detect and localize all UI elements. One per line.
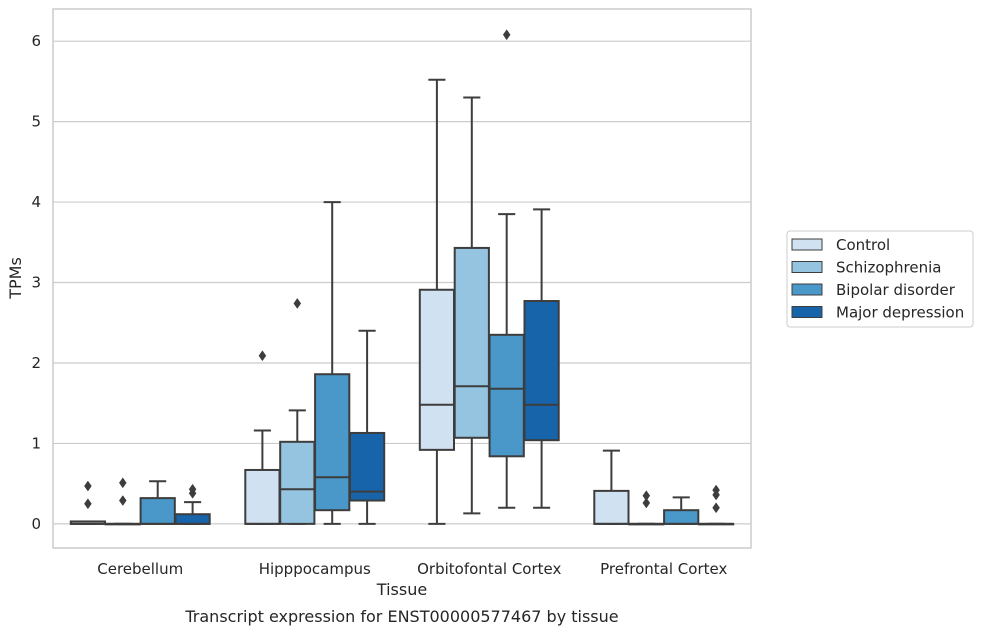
box-series-group	[69, 29, 735, 526]
x-tick-label: Orbitofontal Cortex	[417, 560, 561, 578]
box	[418, 78, 456, 525]
y-tick-label: 3	[31, 274, 41, 292]
box-body	[523, 300, 560, 442]
box	[139, 480, 176, 525]
box-body	[279, 440, 316, 525]
box	[697, 484, 735, 526]
legend-swatch	[791, 283, 823, 296]
outlier-point	[712, 502, 720, 514]
outlier-point	[712, 484, 720, 496]
legend-label: Major depression	[836, 304, 964, 322]
box	[488, 29, 525, 509]
y-tick-label: 0	[31, 515, 41, 533]
y-axis-label: TPMs	[6, 257, 25, 300]
box-body	[314, 373, 351, 512]
outlier-point	[118, 477, 127, 489]
x-axis-label: Tissue	[376, 580, 427, 599]
box-body	[139, 497, 176, 525]
outlier-point	[84, 480, 92, 492]
outlier-point	[84, 498, 92, 510]
y-tick-label: 5	[31, 113, 41, 131]
box	[104, 477, 141, 526]
box	[244, 350, 281, 525]
x-tick-labels: Cerebellum Hipppocampus Orbitofontal Corte…	[97, 560, 727, 578]
y-tick-labels: 0 1 2 3 4 5 6	[31, 32, 41, 533]
y-tick-label: 6	[31, 32, 41, 50]
box	[174, 483, 211, 525]
box	[69, 480, 107, 525]
box	[628, 490, 665, 526]
y-tick-label: 2	[31, 354, 41, 372]
x-tick-label: Hipppocampus	[259, 560, 371, 578]
plot-area	[52, 8, 752, 549]
box-body	[348, 431, 386, 502]
box-body	[453, 246, 490, 439]
series-control	[69, 78, 630, 525]
outlier-point	[642, 497, 651, 509]
legend-frame	[786, 230, 974, 328]
box-body	[174, 513, 211, 525]
legend-label: Schizophrenia	[836, 259, 941, 277]
x-tick-label: Prefrontal Cortex	[600, 560, 727, 578]
outlier-point	[258, 350, 267, 362]
outlier-point	[502, 29, 511, 41]
outlier-point	[118, 495, 127, 506]
chart-caption: Transcript expression for ENST0000057746…	[184, 607, 618, 626]
box-body	[593, 489, 630, 525]
box-body	[418, 288, 456, 451]
grid-lines	[53, 40, 751, 525]
y-tick-label: 4	[31, 193, 41, 211]
box	[523, 208, 560, 509]
box-body	[488, 333, 525, 458]
legend: Control Schizophrenia Bipolar disorder Majo…	[786, 230, 974, 328]
box	[663, 496, 700, 525]
outlier-point	[642, 490, 651, 502]
series-bipolar-disorder	[139, 29, 700, 525]
outlier-point	[188, 483, 197, 495]
box	[453, 96, 490, 515]
legend-label: Control	[836, 236, 890, 254]
legend-swatch	[791, 238, 823, 251]
box	[348, 329, 386, 525]
box-body	[244, 468, 281, 525]
box-body	[663, 509, 700, 525]
series-major-depression	[174, 208, 735, 526]
box	[593, 449, 630, 525]
y-tick-label: 1	[31, 434, 41, 452]
outlier-point	[293, 298, 302, 309]
x-tick-label: Cerebellum	[97, 560, 183, 578]
legend-label: Bipolar disorder	[836, 281, 956, 299]
legend-swatch	[791, 306, 823, 318]
box	[279, 298, 316, 525]
legend-swatch	[791, 261, 823, 273]
box	[314, 201, 351, 525]
